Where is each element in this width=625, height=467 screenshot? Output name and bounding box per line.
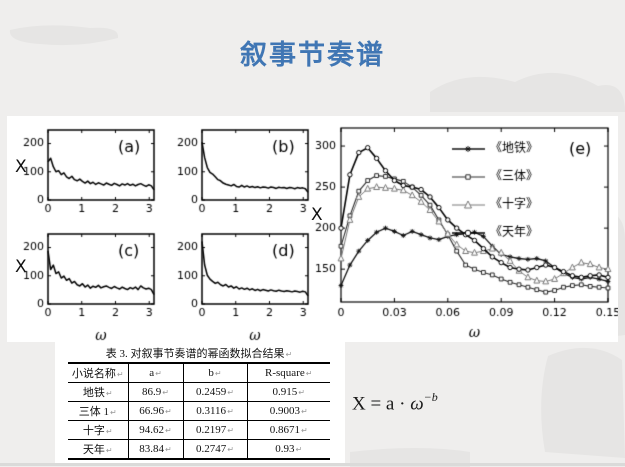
table-panel: 表 3. 对叙事节奏谱的幂函数拟合结果↵ 小说名称↵ a↵ b↵ R-square↵ … bbox=[55, 342, 345, 465]
table-cell: 83.84↵ bbox=[127, 439, 183, 459]
table-header: 小说名称↵ a↵ b↵ R-square↵ bbox=[68, 363, 330, 383]
paragraph-mark: ↵ bbox=[305, 369, 313, 378]
table-header-cell: b↵ bbox=[182, 363, 247, 383]
table-cell: 0.2747↵ bbox=[182, 439, 247, 459]
paragraph-mark: ↵ bbox=[227, 445, 234, 454]
table-cell: 三体 1↵ bbox=[78, 406, 117, 418]
paragraph-mark: ↵ bbox=[214, 369, 222, 378]
paragraph-mark: ↵ bbox=[301, 426, 308, 435]
table-row: 地铁↵ 86.9↵ 0.2459↵ 0.915↵ bbox=[68, 382, 330, 402]
slide-bottom-edge bbox=[0, 463, 625, 466]
paragraph-mark: ↵ bbox=[165, 407, 172, 416]
table-cell: 0.93↵ bbox=[246, 439, 330, 459]
table-cell: 0.2197↵ bbox=[182, 420, 247, 440]
paragraph-mark: ↵ bbox=[105, 389, 113, 398]
paragraph-mark: ↵ bbox=[165, 426, 172, 435]
table-row: 十字↵ 94.62↵ 0.2197↵ 0.8671↵ bbox=[68, 420, 330, 440]
table-cell: 94.62↵ bbox=[127, 420, 183, 440]
table-cell: 0.2459↵ bbox=[182, 382, 247, 402]
table-cell: 天年↵ bbox=[82, 444, 113, 456]
page-title: 叙事节奏谱 bbox=[240, 40, 385, 70]
table-cell: 0.8671↵ bbox=[246, 420, 330, 440]
chart-b-canvas bbox=[166, 124, 312, 226]
table-cell: 66.96↵ bbox=[127, 401, 183, 421]
table-caption: 表 3. 对叙事节奏谱的幂函数拟合结果↵ bbox=[105, 348, 293, 360]
chart-d-canvas bbox=[166, 228, 312, 344]
paragraph-mark: ↵ bbox=[227, 407, 234, 416]
table-row: 天年↵ 83.84↵ 0.2747↵ 0.93↵ bbox=[68, 439, 330, 459]
paragraph-mark: ↵ bbox=[295, 445, 303, 454]
table-body: 地铁↵ 86.9↵ 0.2459↵ 0.915↵ 三体 1↵ 66.96↵ 0.3116↵ 0… bbox=[68, 382, 330, 459]
paragraph-mark: ↵ bbox=[105, 446, 113, 455]
table-header-cell: 小说名称↵ bbox=[71, 368, 124, 380]
table-header-cell: R-square↵ bbox=[246, 363, 330, 383]
paragraph-mark: ↵ bbox=[110, 408, 117, 417]
chart-c-canvas bbox=[12, 228, 158, 344]
table-row: 三体 1↵ 66.96↵ 0.3116↵ 0.9003↵ bbox=[68, 401, 330, 421]
paragraph-mark: ↵ bbox=[227, 426, 234, 435]
y-axis-label-c: X bbox=[15, 257, 27, 277]
y-axis-label-a: X bbox=[15, 157, 27, 177]
paragraph-mark: ↵ bbox=[162, 388, 169, 397]
paragraph-mark: ↵ bbox=[165, 445, 172, 454]
chart-e-canvas bbox=[307, 116, 618, 342]
table-header-cell: a↵ bbox=[127, 363, 183, 383]
paragraph-mark: ↵ bbox=[298, 388, 305, 397]
chart-a-canvas bbox=[12, 124, 158, 226]
paragraph-mark: ↵ bbox=[116, 370, 124, 379]
table-cell: 86.9↵ bbox=[127, 382, 183, 402]
table-cell: 0.9003↵ bbox=[246, 401, 330, 421]
y-axis-label-e: X bbox=[311, 205, 323, 225]
power-law-formula: X = a · ω−b bbox=[352, 390, 438, 415]
paragraph-mark: ↵ bbox=[227, 388, 234, 397]
paragraph-mark: ↵ bbox=[155, 369, 162, 378]
table-cell: 十字↵ bbox=[82, 425, 113, 437]
table-cell: 地铁↵ bbox=[82, 387, 113, 399]
table-cell: 0.915↵ bbox=[246, 382, 330, 402]
fit-results-table: 小说名称↵ a↵ b↵ R-square↵ 地铁↵ 86.9↵ 0.2459↵ 0.915↵… bbox=[68, 362, 330, 460]
table-cell: 0.3116↵ bbox=[182, 401, 247, 421]
paragraph-mark: ↵ bbox=[105, 427, 113, 436]
paragraph-mark: ↵ bbox=[301, 407, 308, 416]
